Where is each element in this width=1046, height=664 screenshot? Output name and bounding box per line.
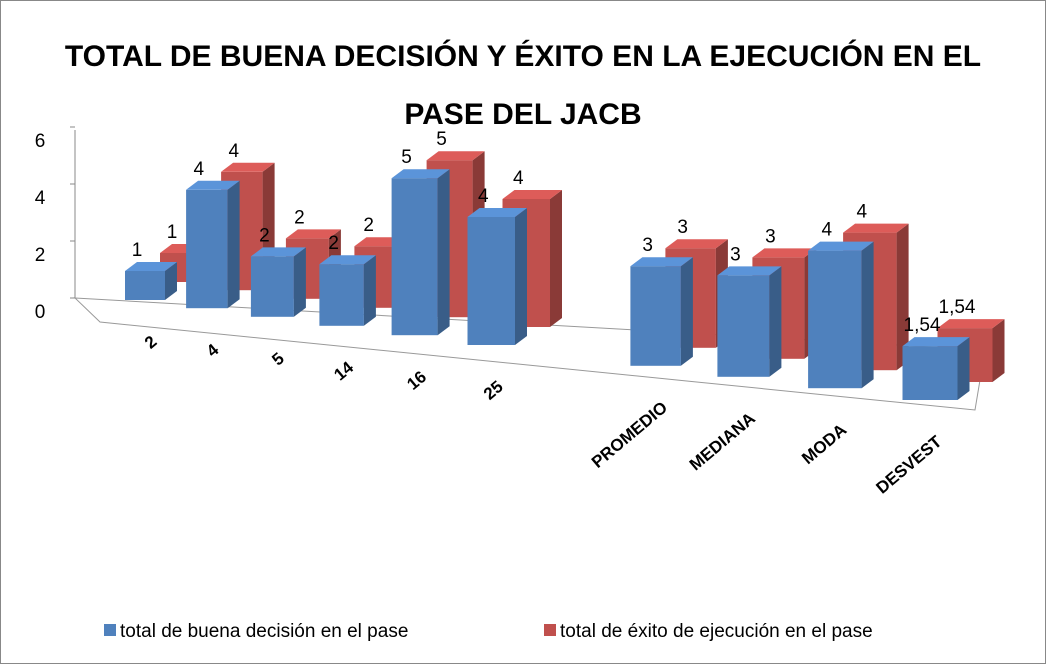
data-label: 2 [259,225,270,246]
data-label: 3 [765,226,776,247]
bar [186,180,240,309]
legend-swatch [544,624,556,636]
data-label: 2 [363,215,374,236]
bar-front [250,256,294,317]
bar-side [550,190,562,327]
data-label: 2 [294,207,305,228]
bar [250,247,306,317]
data-label: 1,54 [939,297,976,318]
bar-side [957,337,970,400]
data-label: 2 [328,233,339,254]
bar-front [808,250,862,389]
bar-front [467,217,515,345]
data-label: 1 [167,222,178,243]
bar-top [752,248,817,258]
bar-top [186,180,240,190]
y-tick-label: 4 [35,188,46,209]
bar-front [125,271,165,300]
data-label: 4 [513,168,524,189]
y-tick-label: 0 [35,302,46,323]
data-label: 3 [677,217,688,238]
bar-top [250,247,306,257]
bar-top [125,262,177,271]
bar-side [165,262,177,300]
bar-side [515,208,527,345]
data-label: 4 [194,159,205,180]
bar-side [293,247,306,317]
bar [125,262,177,300]
bar [467,208,527,345]
bar-front [717,275,770,377]
bar-side [437,169,450,336]
bar-side [861,241,874,389]
bar-top [717,266,782,276]
bar [319,255,376,326]
data-label: 1,54 [904,315,941,336]
bar-side [992,319,1005,382]
bar [902,337,970,400]
bar-top [902,337,970,347]
data-label: 4 [478,186,489,207]
bar-top [843,223,909,233]
legend-label: total de éxito de ejecución en el pase [560,621,873,642]
y-tick-label: 6 [35,131,46,152]
data-label: 5 [436,129,447,150]
bar-top [808,241,874,251]
legend-swatch [104,624,116,636]
data-label: 5 [401,147,412,168]
bar-front [319,264,364,326]
bar-front [391,178,438,336]
legend-label: total de buena decisión en el pase [120,621,408,642]
bar [391,169,450,336]
data-label: 4 [857,202,868,223]
data-label: 3 [730,244,741,265]
chart-title: TOTAL DE BUENA DECISIÓN Y ÉXITO EN LA EJ… [64,40,982,131]
bar-front [630,266,681,366]
bar-side [896,223,909,371]
bar-top [937,319,1005,329]
data-label: 3 [642,235,653,256]
bar-top [391,169,450,179]
bar-top [319,255,376,265]
bar-top [630,257,693,267]
bar-top [221,162,275,172]
bar-top [467,208,527,217]
bar-top [665,239,728,249]
bar-side [363,255,376,326]
bar-side [227,180,240,309]
bar [808,241,874,389]
data-label: 1 [132,240,143,261]
bar [717,266,782,377]
bar-side [769,266,782,377]
bar [630,257,693,366]
bar-top [285,229,341,239]
data-label: 4 [229,141,240,162]
bar-top [502,190,562,199]
bar-front [186,189,228,309]
y-tick-label: 2 [35,245,46,266]
bar-front [902,346,958,400]
data-label: 4 [822,220,833,241]
bar-top [426,151,485,161]
bar-side [680,257,693,366]
